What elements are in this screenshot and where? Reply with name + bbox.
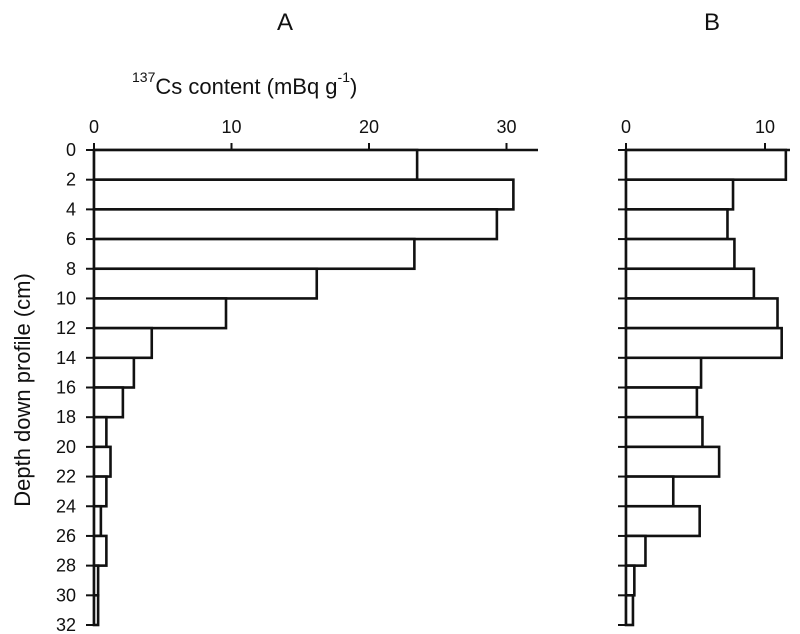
depth-tick-label: 2 <box>66 170 76 190</box>
a-bar <box>92 237 416 271</box>
b-bar <box>624 178 735 211</box>
a-bar <box>92 594 100 627</box>
depth-tick-label: 4 <box>66 199 76 219</box>
x-axis-title-text: Cs content (mBq g <box>155 74 337 99</box>
b-bar <box>624 297 779 330</box>
a-bar <box>92 356 136 389</box>
a-bar <box>92 267 319 300</box>
depth-tick-label: 6 <box>66 229 76 249</box>
y-axis-title: Depth down profile (cm) <box>10 273 35 507</box>
depth-tick-label: 14 <box>56 348 76 368</box>
depth-tick-label: 24 <box>56 496 76 516</box>
b-bar <box>624 356 703 389</box>
x-axis-title-close: ) <box>350 74 357 99</box>
b-bar <box>624 445 721 478</box>
a-bar <box>92 504 103 538</box>
x-axis-title-exponent: -1 <box>338 69 351 85</box>
a-bar <box>92 534 108 567</box>
depth-tick-label: 12 <box>56 318 76 338</box>
b-bar <box>624 267 756 300</box>
b-bar <box>624 534 647 567</box>
a-x-tick-label: 20 <box>359 117 379 137</box>
b-bar <box>624 326 783 360</box>
depth-tick-label: 28 <box>56 556 76 576</box>
depth-tick-label: 26 <box>56 526 76 546</box>
a-x-tick-label: 10 <box>221 117 241 137</box>
b-bar <box>624 475 675 508</box>
a-bar <box>92 564 100 597</box>
b-bar <box>624 208 729 241</box>
a-x-tick-label: 0 <box>89 117 99 137</box>
b-x-tick-label: 0 <box>621 117 631 137</box>
a-bar <box>92 415 108 449</box>
depth-tick-label: 22 <box>56 467 76 487</box>
b-bar <box>624 148 788 181</box>
b-bar <box>624 564 636 597</box>
a-bar <box>92 326 154 360</box>
depth-tick-label: 32 <box>56 615 76 634</box>
b-bar <box>624 594 635 627</box>
b-x-tick-label: 10 <box>755 117 775 137</box>
b-bar <box>624 386 699 419</box>
a-bar <box>92 178 515 211</box>
depth-tick-label: 30 <box>56 585 76 605</box>
panel-b-title: B <box>704 9 720 36</box>
a-bar <box>92 475 108 508</box>
depth-tick-label: 10 <box>56 288 76 308</box>
x-axis-title-isotope: 137 <box>132 69 156 85</box>
x-axis-title: 137Cs content (mBq g-1) <box>132 69 357 99</box>
depth-tick-label: 16 <box>56 378 76 398</box>
b-bar <box>624 415 704 449</box>
a-x-tick-label: 30 <box>496 117 516 137</box>
a-bar <box>92 297 228 330</box>
a-bar <box>92 386 125 419</box>
a-bar <box>92 445 112 478</box>
panel-a-title: A <box>277 9 293 36</box>
a-bar <box>92 148 419 181</box>
depth-tick-label: 8 <box>66 259 76 279</box>
depth-tick-label: 0 <box>66 140 76 160</box>
panel-b: 0 10 <box>618 117 790 627</box>
a-bar <box>92 208 499 241</box>
b-bar <box>624 504 701 538</box>
depth-tick-label: 20 <box>56 437 76 457</box>
b-bar <box>624 237 736 271</box>
depth-tick-label: 18 <box>56 407 76 427</box>
